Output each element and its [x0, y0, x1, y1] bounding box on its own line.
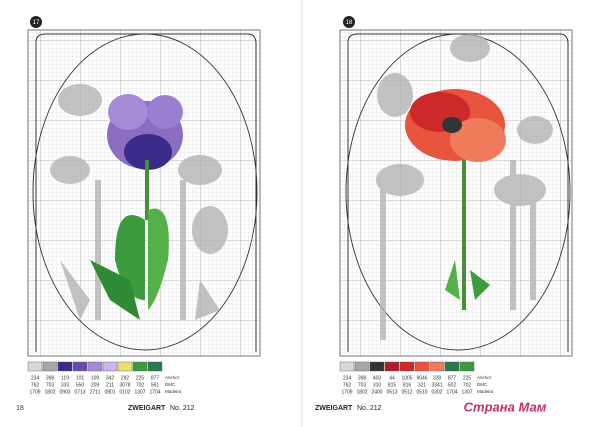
thread-code: 2711: [90, 389, 101, 395]
thread-code: 225: [136, 375, 145, 381]
thread-brand: Madeira: [477, 389, 494, 394]
swatch: [132, 361, 148, 372]
thread-code: 109: [91, 375, 100, 381]
thread-code: 310: [373, 382, 382, 388]
swatch: [57, 361, 73, 372]
thread-code: 328: [433, 375, 442, 381]
swatch: [87, 361, 103, 372]
thread-code: 2400: [371, 389, 382, 395]
catalog-number: No. 212: [357, 405, 382, 412]
badge-number: 18: [346, 20, 353, 26]
thread-code: 292: [121, 375, 130, 381]
thread-code: 119: [61, 375, 69, 381]
thread-code: 9046: [416, 375, 427, 381]
thread-code: 0801: [104, 389, 115, 395]
swatch: [369, 361, 385, 372]
swatch: [444, 361, 460, 372]
thread-brand: Anchor: [165, 375, 180, 380]
page-number: 18: [16, 405, 24, 412]
swatch: [147, 361, 163, 372]
swatch: [399, 361, 415, 372]
swatch: [117, 361, 133, 372]
swatch: [414, 361, 430, 372]
right-chart: [339, 29, 573, 357]
brand: ZWEIGART: [315, 405, 353, 412]
thread-code: 1802: [356, 389, 367, 395]
thread-code: 703: [358, 382, 367, 388]
thread-code: 398: [358, 375, 367, 381]
thread-code: 1802: [44, 389, 55, 395]
swatch: [429, 361, 445, 372]
thread-brand: DMC: [165, 382, 176, 387]
thread-code: 0102: [119, 389, 130, 395]
thread-code: 550: [76, 382, 85, 388]
badge-number: 17: [33, 20, 40, 26]
thread-code: 321: [418, 382, 427, 388]
thread-code: 3341: [431, 382, 442, 388]
thread-code: 1005: [401, 375, 412, 381]
thread-code: 209: [91, 382, 100, 388]
swatch: [102, 361, 118, 372]
thread-code: 398: [46, 375, 55, 381]
thread-code: 1704: [446, 389, 457, 395]
thread-code: 1709: [341, 389, 352, 395]
swatch: [354, 361, 370, 372]
thread-code: 1307: [461, 389, 472, 395]
thread-code: 44: [389, 375, 395, 381]
thread-code: 702: [463, 382, 472, 388]
thread-code: 1709: [29, 389, 40, 395]
badge: [343, 16, 355, 28]
thread-code: 211: [106, 382, 114, 388]
thread-code: 403: [373, 375, 382, 381]
thread-code: 561: [151, 382, 160, 388]
thread-code: 0510: [416, 389, 427, 395]
thread-brand: DMC: [477, 382, 488, 387]
catalog-number: No. 212: [170, 405, 195, 412]
thread-code: 0903: [59, 389, 70, 395]
thread-code: 1307: [134, 389, 145, 395]
thread-code: 1704: [149, 389, 160, 395]
thread-code: 702: [136, 382, 145, 388]
thread-code: 877: [448, 375, 457, 381]
thread-code: 816: [403, 382, 412, 388]
thread-code: 333: [61, 382, 70, 388]
thread-code: 762: [31, 382, 40, 388]
thread-brand: Anchor: [477, 375, 492, 380]
thread-code: 502: [448, 382, 457, 388]
swatch: [384, 361, 400, 372]
watermark: Страна Мам: [464, 399, 547, 414]
thread-code: 815: [388, 382, 397, 388]
thread-code: 225: [463, 375, 472, 381]
swatch: [459, 361, 475, 372]
brand: ZWEIGART: [128, 405, 166, 412]
swatch: [42, 361, 58, 372]
thread-code: 234: [31, 375, 40, 381]
thread-code: 0513: [386, 389, 397, 395]
swatch: [27, 361, 43, 372]
badge: [30, 16, 42, 28]
thread-code: 703: [46, 382, 55, 388]
thread-code: 762: [343, 382, 352, 388]
swatch: [339, 361, 355, 372]
thread-brand: Madeira: [165, 389, 182, 394]
thread-code: 0713: [74, 389, 85, 395]
thread-code: 234: [343, 375, 352, 381]
swatch: [72, 361, 88, 372]
thread-code: 101: [76, 375, 85, 381]
thread-code: 3078: [119, 382, 130, 388]
thread-code: 342: [106, 375, 115, 381]
thread-code: 0302: [431, 389, 442, 395]
thread-code: 877: [151, 375, 160, 381]
left-chart: [27, 29, 261, 357]
thread-code: 0512: [401, 389, 412, 395]
